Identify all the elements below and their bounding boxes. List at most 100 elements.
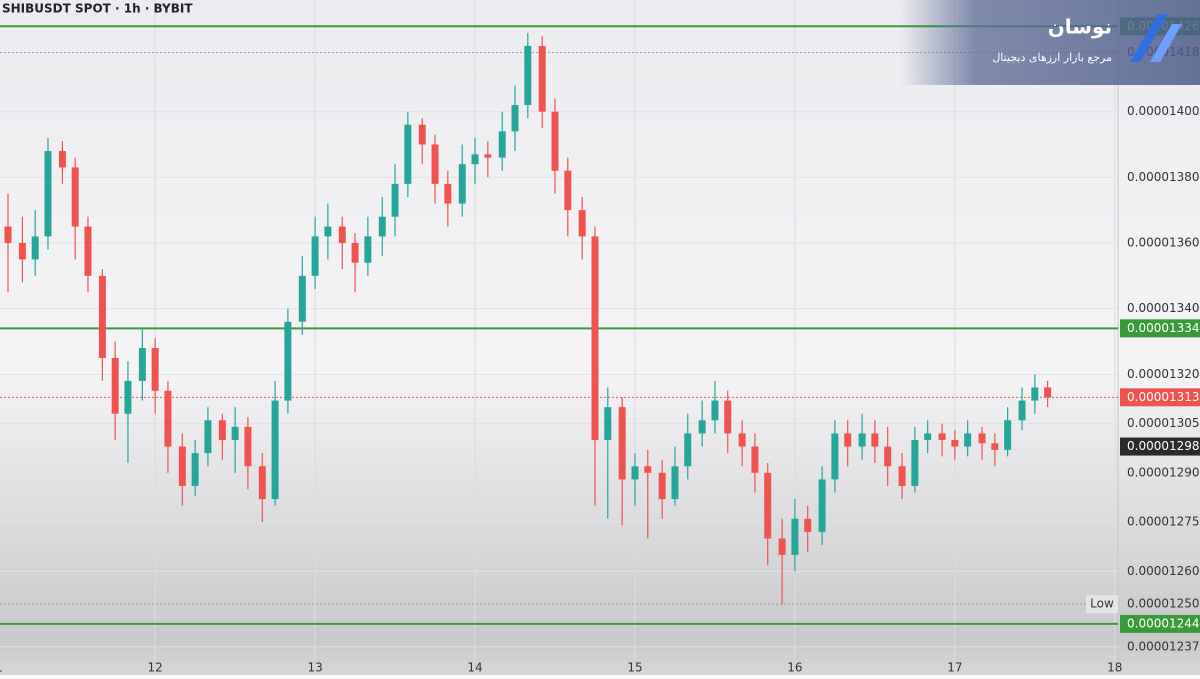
candle-body [404, 124, 412, 184]
candle-body [98, 275, 106, 358]
candle-body [818, 479, 826, 532]
candle-body [444, 183, 452, 204]
y-tick-label: 0.00001237 [1127, 639, 1200, 653]
candle-body [58, 151, 66, 168]
x-tick-label: 15 [627, 661, 642, 675]
candle-body [231, 426, 239, 440]
level-label: 0.00001298 [1127, 439, 1200, 453]
candle-body [671, 466, 679, 500]
candle-body [511, 105, 519, 132]
x-tick-label: 11 [0, 661, 3, 675]
x-tick-label: 18 [1107, 661, 1122, 675]
candle-body [458, 164, 466, 204]
candle-body [298, 275, 306, 322]
candle-body [151, 348, 159, 391]
candle-body [964, 433, 972, 447]
candle-body [351, 242, 359, 263]
y-tick-label: 0.00001340 [1127, 301, 1200, 315]
candle-body [1004, 420, 1012, 450]
x-tick-label: 17 [947, 661, 962, 675]
axes: 11 12 13 14 15 16 17 18 0.00001400 0.00001380 0.00… [0, 17, 1200, 675]
x-tick-label: 12 [148, 661, 163, 675]
candle-body [831, 433, 839, 480]
level-label-box [1120, 388, 1200, 407]
candle-body [764, 472, 772, 539]
candle-body [578, 210, 586, 237]
level-label: 0.00001313 [1127, 390, 1200, 404]
plot [0, 0, 1118, 660]
candle-body [618, 407, 626, 480]
candle-body [431, 144, 439, 184]
candle-body [564, 170, 572, 211]
candle-body [484, 154, 492, 158]
x-tick-label: 14 [467, 661, 482, 675]
candle-body [1018, 400, 1026, 421]
candle-body [658, 472, 666, 500]
candle-body [18, 242, 26, 260]
candle-body [418, 124, 426, 145]
candle-body [844, 433, 852, 447]
y-tick-label: 0.00001290 [1127, 465, 1200, 479]
y-tick-label: 0.00001260 [1127, 564, 1200, 578]
candle-body [711, 400, 719, 421]
candle-body [538, 45, 546, 112]
candle-body [338, 226, 346, 243]
level-label: 0.00001244 [1127, 616, 1200, 630]
candle-body [44, 151, 52, 237]
level-tag-box [1086, 595, 1118, 614]
chart-title: SHIBUSDT SPOT · 1h · BYBIT [2, 2, 193, 16]
level-label-box [1120, 319, 1200, 338]
candle-body [311, 236, 319, 276]
candle-body [858, 433, 866, 447]
candle-body [124, 380, 132, 414]
candle-body [111, 357, 119, 414]
candle-body [551, 111, 559, 171]
candle-body [1031, 387, 1039, 401]
level-label: 0.00001250 [1127, 597, 1200, 611]
candle-body [284, 321, 292, 401]
level-label: 0.00001334 [1127, 321, 1200, 335]
y-tick-label: 0.00001275 [1127, 515, 1200, 529]
candle-body [324, 226, 332, 237]
level-tag: Low [1090, 597, 1114, 611]
candle-body [1044, 387, 1052, 398]
candle-body [271, 400, 279, 500]
candle-body [631, 466, 639, 480]
level-label-box [1120, 437, 1200, 456]
candle-body [938, 433, 946, 440]
candle-body [191, 453, 199, 486]
y-tick-label: 0.00001305 [1127, 416, 1200, 430]
candle-body [591, 236, 599, 440]
candle-body [84, 226, 92, 276]
candle-body [791, 518, 799, 555]
candle-body [524, 45, 532, 106]
y-tick-label: 0.00001320 [1127, 367, 1200, 381]
candle-body [804, 518, 812, 532]
candle-body [991, 443, 999, 450]
brand-logo [1130, 14, 1182, 62]
candle-body [138, 348, 146, 381]
candle-body [978, 433, 986, 444]
candle-body [378, 216, 386, 237]
candle-body [498, 131, 506, 158]
candle-body [644, 466, 652, 473]
candle-body [738, 433, 746, 447]
candle-body [244, 426, 252, 467]
candle-body [724, 400, 732, 434]
candle-body [178, 446, 186, 486]
candle-body [778, 538, 786, 555]
candle-body [751, 446, 759, 473]
x-tick-label: 16 [787, 661, 802, 675]
candle-body [698, 420, 706, 434]
candle-body [164, 390, 172, 447]
candle-body [258, 466, 266, 500]
candle-body [924, 433, 932, 440]
candle-body [684, 433, 692, 467]
brand-tagline: مرجع بازار ارزهای دیجیتال [992, 51, 1112, 64]
candle-body [471, 154, 479, 165]
candle-body [911, 440, 919, 486]
candle-body [391, 183, 399, 217]
candle-body [204, 420, 212, 454]
x-tick-label: 13 [307, 661, 322, 675]
